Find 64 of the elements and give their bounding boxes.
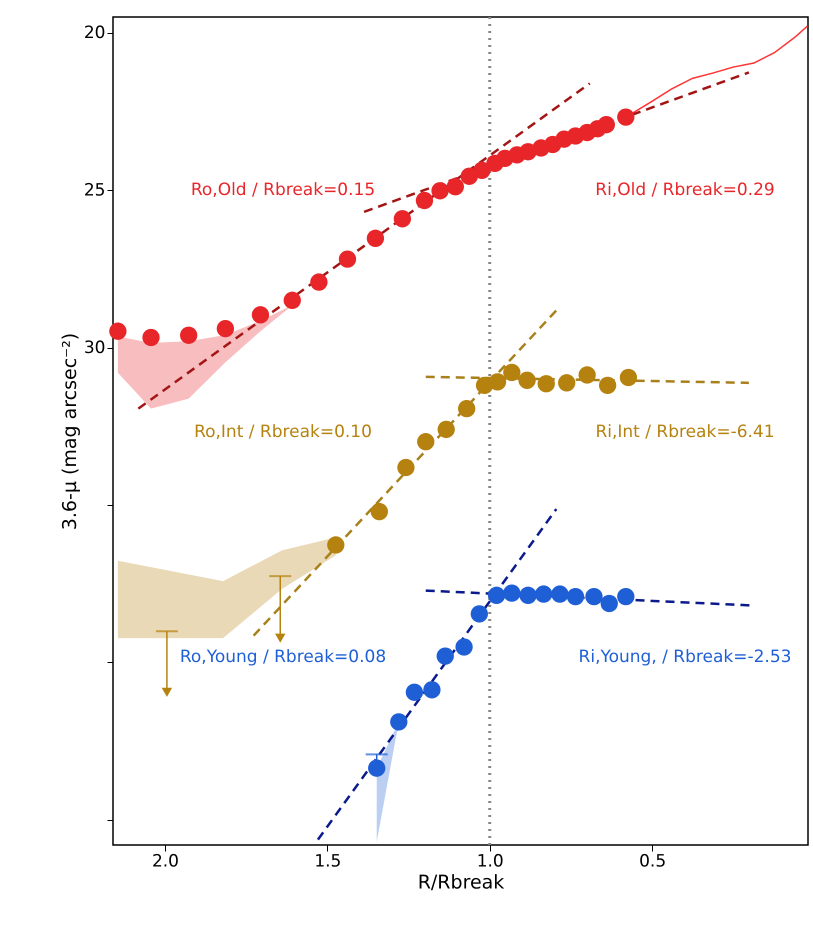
point xyxy=(598,376,616,394)
point xyxy=(458,400,476,418)
point xyxy=(368,760,386,777)
point xyxy=(180,326,198,344)
y-tick-label: 20 xyxy=(84,23,106,44)
point xyxy=(397,458,415,476)
point xyxy=(416,192,434,210)
point xyxy=(417,433,434,450)
point xyxy=(598,116,615,134)
point xyxy=(310,273,328,291)
x-tick-label: 1.0 xyxy=(476,852,504,872)
point xyxy=(617,588,634,606)
point xyxy=(620,368,638,386)
point xyxy=(488,373,506,391)
point xyxy=(446,178,464,196)
point xyxy=(284,292,301,309)
point xyxy=(252,306,270,324)
point xyxy=(600,594,618,612)
x-axis-title: R/Rbreak xyxy=(418,872,504,894)
point xyxy=(503,364,520,382)
point xyxy=(473,162,491,179)
x-tick-label: 0.5 xyxy=(639,852,666,872)
point xyxy=(534,585,552,603)
point xyxy=(275,634,286,643)
point xyxy=(366,230,384,247)
point xyxy=(558,374,576,392)
point xyxy=(109,322,127,340)
point xyxy=(394,210,412,228)
point xyxy=(488,586,506,604)
point xyxy=(438,420,455,438)
point xyxy=(551,585,569,603)
point xyxy=(436,647,454,665)
point xyxy=(578,366,596,384)
point xyxy=(142,328,160,346)
annotation: Ro,Int / Rbreak=0.10 xyxy=(194,422,372,442)
point xyxy=(327,536,344,554)
annotation: Ro,Old / Rbreak=0.15 xyxy=(190,180,376,200)
x-tick-label: 1.5 xyxy=(314,852,342,872)
annotation: Ri,Int / Rbreak=-6.41 xyxy=(595,422,775,442)
y-axis-title: 3.6-μ (mag arcsec⁻²) xyxy=(58,332,81,530)
point xyxy=(406,684,424,701)
point xyxy=(370,502,388,520)
point xyxy=(617,108,634,126)
point xyxy=(566,588,584,606)
point xyxy=(503,584,520,602)
x-tick-label: 2.0 xyxy=(152,852,179,872)
point xyxy=(162,688,172,697)
y-tick-label: 25 xyxy=(84,180,106,201)
point xyxy=(455,638,473,656)
point xyxy=(538,375,555,392)
point xyxy=(518,372,536,389)
y-tick-label: 30 xyxy=(84,338,106,358)
point xyxy=(460,168,478,185)
annotation: Ri,Old / Rbreak=0.29 xyxy=(595,180,775,200)
point xyxy=(470,605,488,623)
point xyxy=(519,586,537,604)
point xyxy=(390,713,408,731)
point xyxy=(585,588,603,606)
point xyxy=(216,320,234,338)
point xyxy=(431,182,449,200)
point xyxy=(338,250,356,268)
point xyxy=(423,681,441,698)
annotation: Ri,Young, / Rbreak=-2.53 xyxy=(578,647,792,667)
annotation: Ro,Young / Rbreak=0.08 xyxy=(180,647,386,667)
